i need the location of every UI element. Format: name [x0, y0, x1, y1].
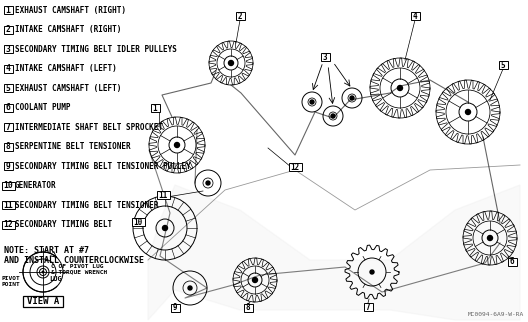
Text: 11: 11 [3, 201, 13, 210]
FancyBboxPatch shape [2, 182, 14, 190]
Text: INTAKE CAMSHAFT (RIGHT): INTAKE CAMSHAFT (RIGHT) [15, 25, 121, 34]
Text: INTERMEDIATE SHAFT BELT SPROCKET: INTERMEDIATE SHAFT BELT SPROCKET [15, 122, 163, 131]
Text: 9: 9 [173, 304, 177, 312]
Text: 7: 7 [366, 302, 370, 311]
FancyBboxPatch shape [131, 218, 145, 226]
Text: EXHAUST CAMSHAFT (LEFT): EXHAUST CAMSHAFT (LEFT) [15, 83, 121, 92]
Text: 3: 3 [6, 44, 11, 53]
FancyBboxPatch shape [4, 162, 13, 170]
Text: GENERATOR: GENERATOR [15, 181, 56, 190]
Text: C OF PIVOT LUG
& TORQUE WRENCH: C OF PIVOT LUG & TORQUE WRENCH [51, 264, 107, 275]
Text: 6: 6 [6, 103, 11, 112]
Text: 7: 7 [6, 122, 11, 131]
Text: 1: 1 [153, 103, 157, 112]
Text: SECONDARY TIMING BELT IDLER PULLEYS: SECONDARY TIMING BELT IDLER PULLEYS [15, 44, 177, 53]
FancyBboxPatch shape [410, 12, 420, 20]
Circle shape [398, 86, 402, 90]
Circle shape [466, 109, 470, 115]
FancyBboxPatch shape [4, 123, 13, 131]
Text: 5: 5 [6, 83, 11, 92]
FancyBboxPatch shape [2, 201, 14, 209]
Text: 4: 4 [413, 12, 417, 21]
FancyBboxPatch shape [156, 191, 169, 199]
FancyBboxPatch shape [363, 303, 372, 311]
Text: COOLANT PUMP: COOLANT PUMP [15, 103, 71, 112]
FancyBboxPatch shape [4, 64, 13, 72]
Polygon shape [148, 185, 520, 320]
Circle shape [229, 61, 233, 65]
Text: PIVOT
POINT: PIVOT POINT [1, 276, 20, 287]
Text: 10: 10 [3, 181, 13, 190]
Circle shape [163, 225, 167, 231]
Circle shape [350, 96, 354, 100]
FancyBboxPatch shape [2, 221, 14, 229]
FancyBboxPatch shape [150, 104, 159, 112]
Text: SERPENTINE BELT TENSIONER: SERPENTINE BELT TENSIONER [15, 142, 130, 151]
Text: 6: 6 [510, 258, 514, 267]
FancyBboxPatch shape [4, 25, 13, 33]
FancyBboxPatch shape [4, 103, 13, 111]
Text: 1: 1 [6, 5, 11, 14]
FancyBboxPatch shape [4, 45, 13, 53]
Text: SECONDARY TIMING BELT TENSIONER: SECONDARY TIMING BELT TENSIONER [15, 201, 158, 210]
Circle shape [310, 100, 314, 104]
Text: MC0094-6A9-W-RA: MC0094-6A9-W-RA [468, 312, 524, 317]
FancyBboxPatch shape [320, 53, 329, 61]
FancyBboxPatch shape [235, 12, 244, 20]
FancyBboxPatch shape [4, 84, 13, 92]
FancyBboxPatch shape [243, 304, 252, 312]
FancyBboxPatch shape [4, 143, 13, 150]
Text: 11: 11 [158, 191, 167, 200]
FancyBboxPatch shape [23, 296, 63, 307]
Text: 4: 4 [6, 64, 11, 73]
Text: LUG: LUG [49, 276, 62, 282]
Circle shape [487, 235, 493, 241]
Text: INTAKE CAMSHAFT (LEFT): INTAKE CAMSHAFT (LEFT) [15, 64, 117, 73]
FancyBboxPatch shape [4, 6, 13, 14]
Text: 2: 2 [238, 12, 242, 21]
FancyBboxPatch shape [171, 304, 180, 312]
Text: 3: 3 [323, 52, 327, 62]
Text: 10: 10 [134, 217, 143, 226]
Circle shape [370, 270, 374, 274]
Text: SECONDARY TIMING BELT TENSIONER PULLEY: SECONDARY TIMING BELT TENSIONER PULLEY [15, 162, 191, 171]
Text: 9: 9 [6, 162, 11, 171]
Text: EXHAUST CAMSHAFT (RIGHT): EXHAUST CAMSHAFT (RIGHT) [15, 5, 126, 14]
Text: NOTE: START AT #7: NOTE: START AT #7 [4, 246, 89, 255]
Text: 8: 8 [6, 142, 11, 151]
Text: SECONDARY TIMING BELT: SECONDARY TIMING BELT [15, 220, 112, 229]
Circle shape [188, 286, 192, 290]
Text: 2: 2 [6, 25, 11, 34]
Circle shape [252, 278, 258, 282]
Circle shape [42, 270, 44, 273]
Circle shape [174, 143, 180, 147]
Text: AND INSTALL COUNTERCLOCKWISE: AND INSTALL COUNTERCLOCKWISE [4, 256, 144, 265]
Text: 8: 8 [246, 304, 250, 312]
Circle shape [206, 181, 210, 185]
FancyBboxPatch shape [507, 258, 516, 266]
Circle shape [331, 114, 335, 118]
Text: 5: 5 [501, 61, 505, 70]
Text: VIEW A: VIEW A [27, 297, 59, 306]
FancyBboxPatch shape [498, 61, 507, 69]
Text: 12: 12 [3, 220, 13, 229]
Text: 12: 12 [290, 163, 299, 172]
FancyBboxPatch shape [288, 163, 301, 171]
